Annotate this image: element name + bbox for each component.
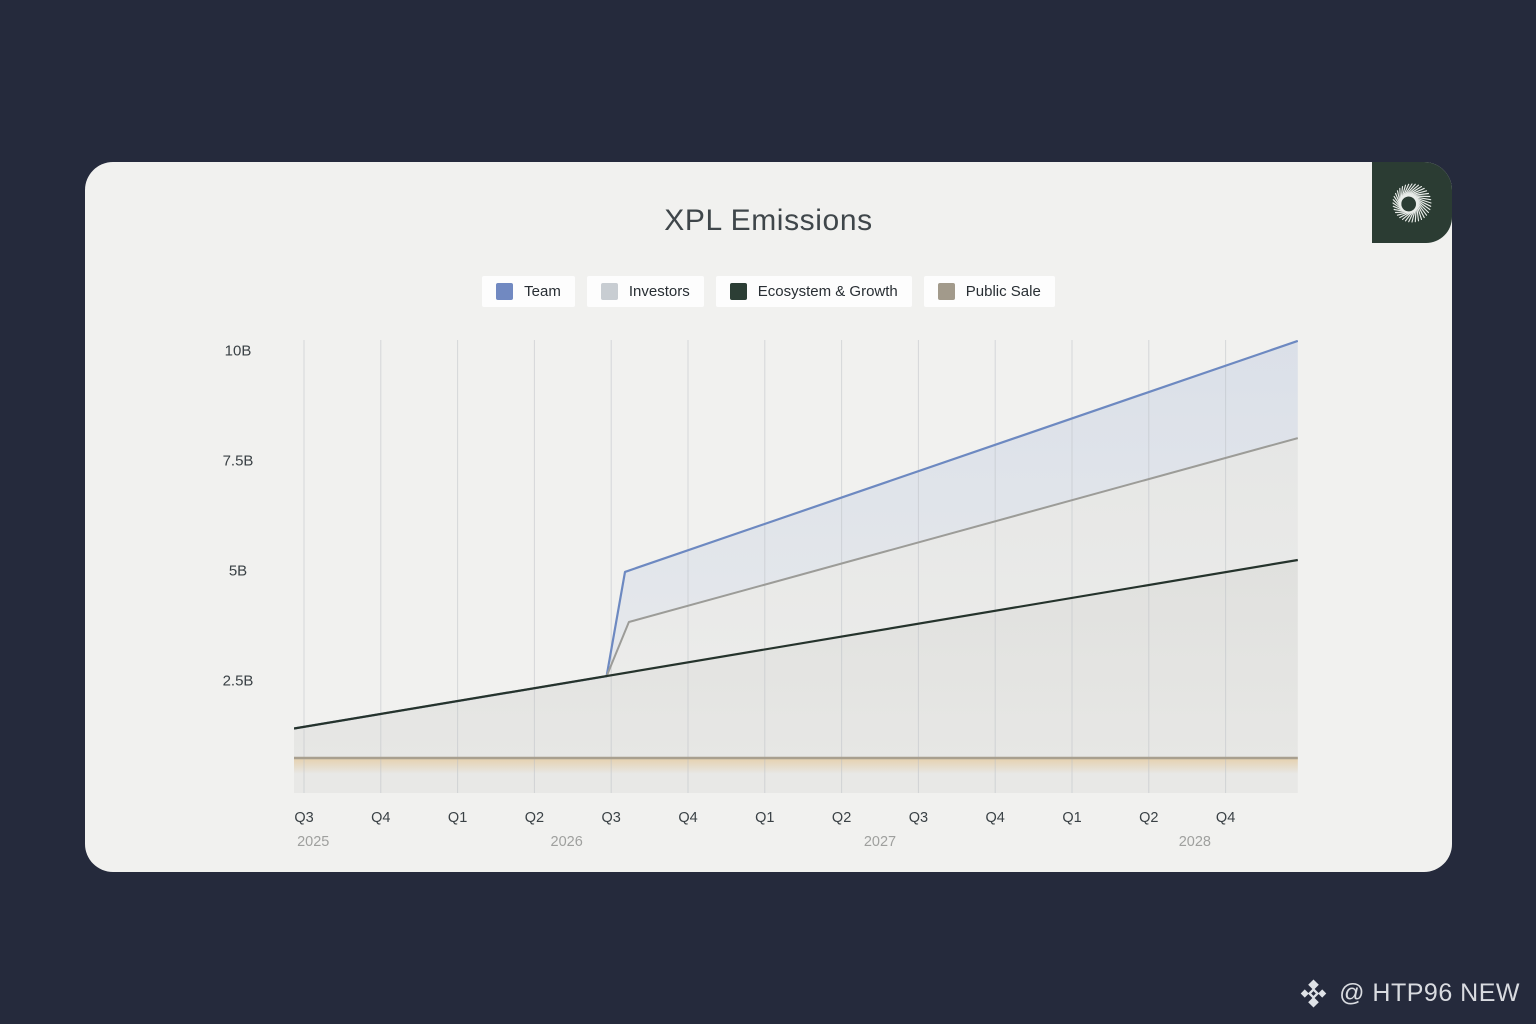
- y-axis-tick-label: 7.5B: [222, 452, 254, 470]
- legend-label: Public Sale: [965, 283, 1041, 300]
- chart-legend: Team Investors Ecosystem & Growth Public Sa…: [85, 276, 1452, 307]
- brand-logo-badge: [1372, 162, 1452, 243]
- x-axis-tick-label: Q4: [1215, 810, 1236, 826]
- chart-card: XPL Emissions Team Investors Ecosystem & G…: [85, 162, 1452, 872]
- x-axis-tick-label: Q4: [678, 810, 698, 826]
- binance-logo-icon: [1300, 979, 1327, 1008]
- legend-label: Investors: [628, 283, 690, 300]
- x-axis-tick-label: Q1: [755, 810, 775, 826]
- x-axis-year-label: 2027: [863, 834, 897, 850]
- x-axis-tick-label: Q1: [447, 810, 468, 826]
- x-axis-year-label: 2028: [1178, 834, 1212, 850]
- ecosystem-growth-line: [294, 558, 1298, 730]
- team-area: [294, 340, 1298, 729]
- x-axis-tick-label: Q2: [1139, 810, 1159, 826]
- x-axis-year-label: 2026: [550, 834, 583, 850]
- spiral-aperture-logo-icon: [1392, 182, 1432, 223]
- legend-label: Ecosystem & Growth: [757, 283, 898, 300]
- investors-area: [294, 438, 1298, 729]
- x-axis-tick-label: Q2: [831, 810, 852, 826]
- y-axis-tick-label: 5B: [228, 562, 248, 580]
- watermark-text: @ HTP96 NEW: [1339, 979, 1520, 1007]
- public-sale-area: [294, 758, 1298, 793]
- x-axis-tick-label: Q3: [601, 810, 621, 826]
- legend-swatch-icon: [496, 283, 514, 300]
- x-axis-tick-label: Q3: [294, 810, 314, 826]
- legend-label: Team: [524, 283, 561, 300]
- legend-swatch-icon: [729, 283, 747, 300]
- y-axis-tick-label: 2.5B: [222, 672, 254, 690]
- plot-area: [294, 340, 1298, 795]
- watermark: @ HTP96 NEW: [1298, 978, 1520, 1009]
- x-axis-tick-label: Q4: [985, 810, 1005, 826]
- legend-item-team[interactable]: Team: [482, 276, 575, 307]
- legend-item-ecosystem-growth[interactable]: Ecosystem & Growth: [715, 276, 912, 307]
- legend-swatch-icon: [600, 283, 618, 300]
- x-axis-tick-label: Q1: [1062, 810, 1082, 826]
- y-axis-tick-label: 10B: [224, 342, 252, 360]
- legend-item-public-sale[interactable]: Public Sale: [923, 276, 1055, 307]
- x-axis-tick-label: Q2: [524, 810, 545, 826]
- ecosystem-area: [294, 560, 1298, 793]
- x-axis-tick-label: Q4: [371, 810, 391, 826]
- x-axis-tick-label: Q3: [908, 810, 929, 826]
- legend-item-investors[interactable]: Investors: [586, 276, 704, 307]
- x-axis-year-label: 2025: [297, 834, 330, 850]
- legend-swatch-icon: [937, 283, 955, 300]
- chart-title: XPL Emissions: [664, 204, 873, 237]
